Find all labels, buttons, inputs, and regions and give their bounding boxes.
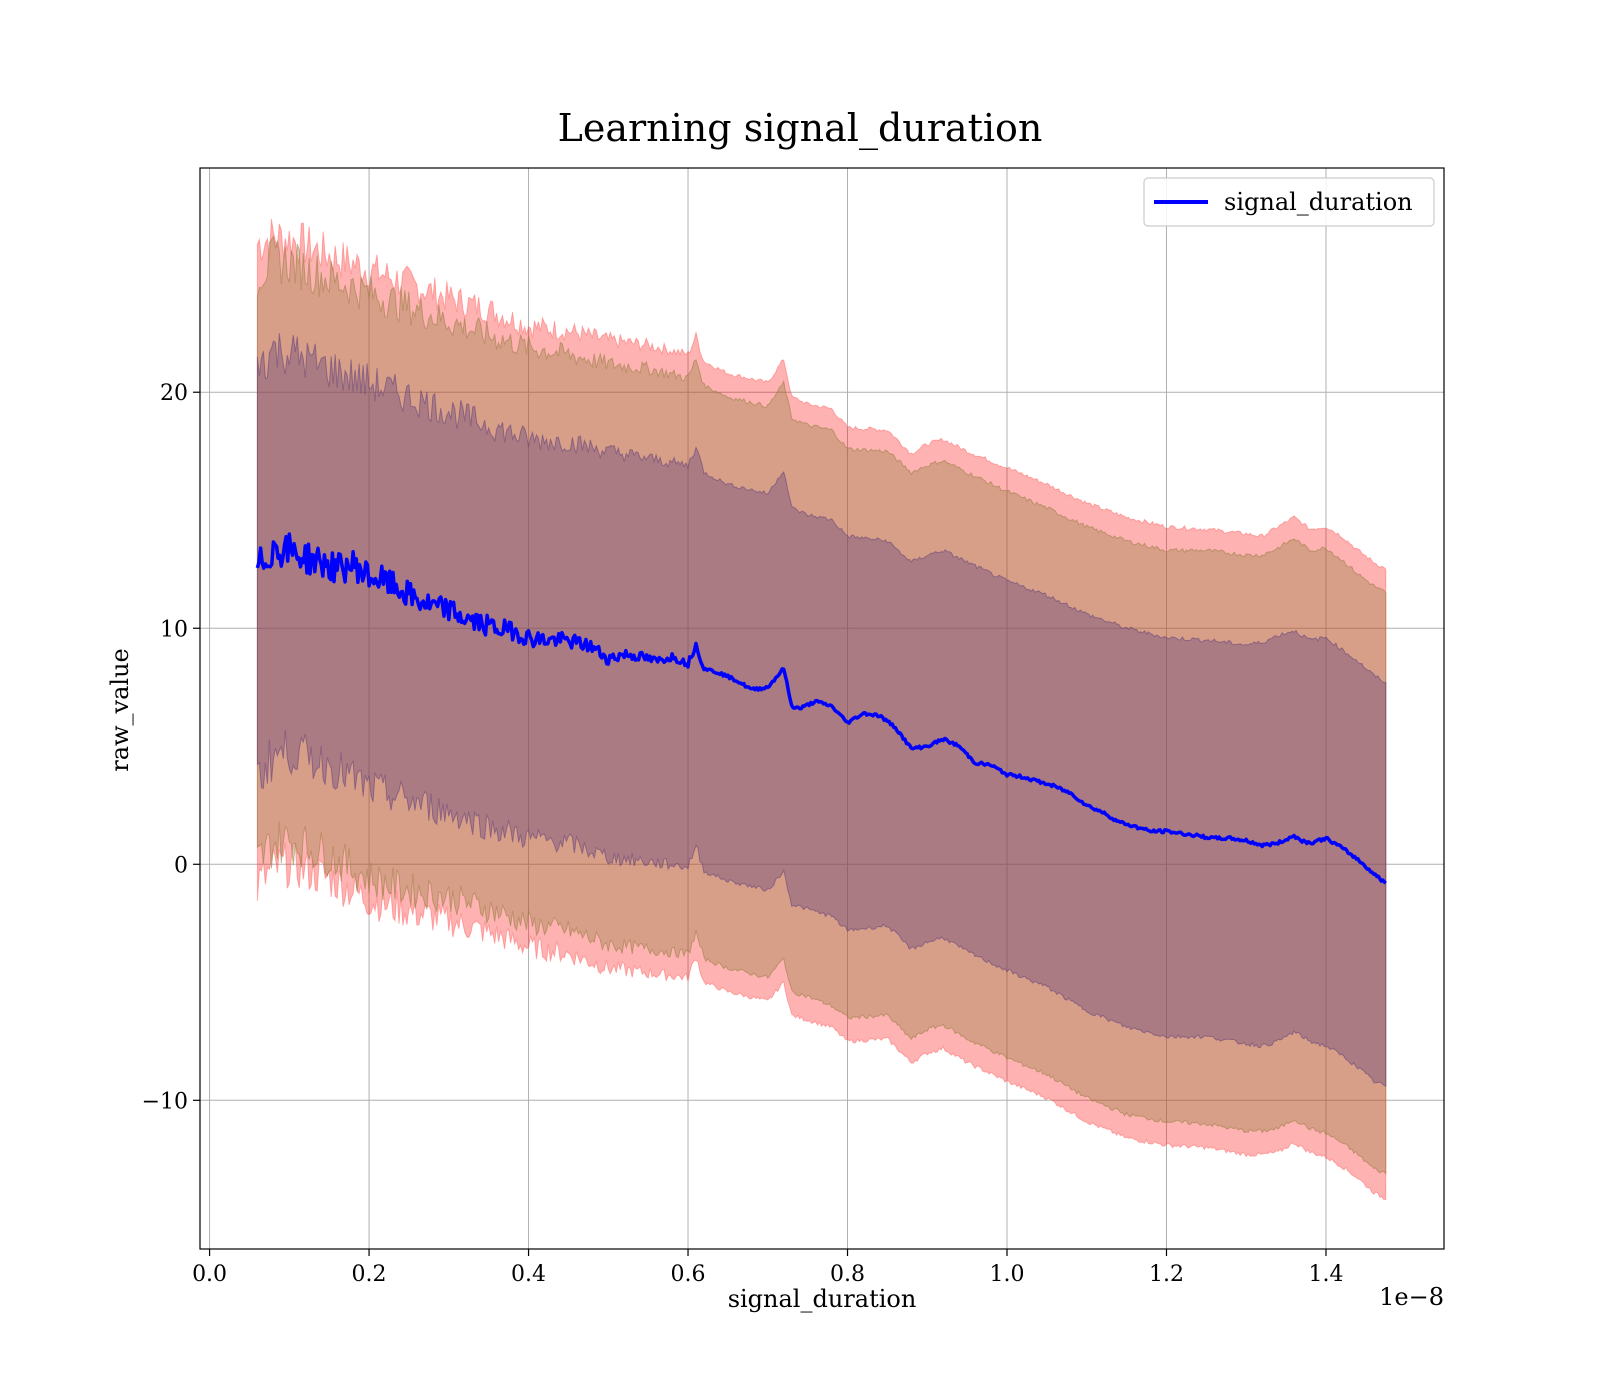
legend-box: [1143, 177, 1435, 227]
legend-label: signal_duration: [1224, 188, 1413, 216]
y-tick-label: 20: [160, 381, 188, 406]
middle-band: [256, 235, 1387, 1175]
y-tick-label: 10: [160, 617, 188, 642]
inner-band: [256, 333, 1387, 1087]
plot-frame: [199, 167, 1445, 1250]
outer-band: [256, 218, 1387, 1201]
x-tick-label: 1.4: [1308, 1262, 1343, 1287]
x-tick-label: 1.2: [1149, 1262, 1184, 1287]
y-tick-label: 0: [174, 853, 188, 878]
x-tick-label: 0.0: [192, 1262, 227, 1287]
x-tick-label: 0.8: [830, 1262, 865, 1287]
ticks: 0.0 0.2 0.4 0.6 0.8 1.0 1.2 1.4 −10 0 10 20: [142, 381, 1344, 1287]
x-axis-label: signal_duration: [728, 1285, 917, 1313]
series-lines: [255, 532, 1387, 885]
x-tick-label: 0.2: [352, 1262, 387, 1287]
y-tick-label: −10: [142, 1089, 188, 1114]
x-axis-offset-label: 1e−8: [1379, 1283, 1444, 1311]
legend: signal_duration: [1143, 177, 1435, 227]
y-axis-label: raw_value: [106, 648, 134, 772]
confidence-bands: [256, 218, 1387, 1201]
x-tick-label: 1.0: [990, 1262, 1025, 1287]
x-tick-label: 0.6: [671, 1262, 706, 1287]
grid: [200, 168, 1444, 1249]
chart-title: Learning signal_duration: [558, 106, 1043, 151]
series-line-signal_duration: [255, 532, 1387, 885]
x-tick-label: 0.4: [511, 1262, 546, 1287]
